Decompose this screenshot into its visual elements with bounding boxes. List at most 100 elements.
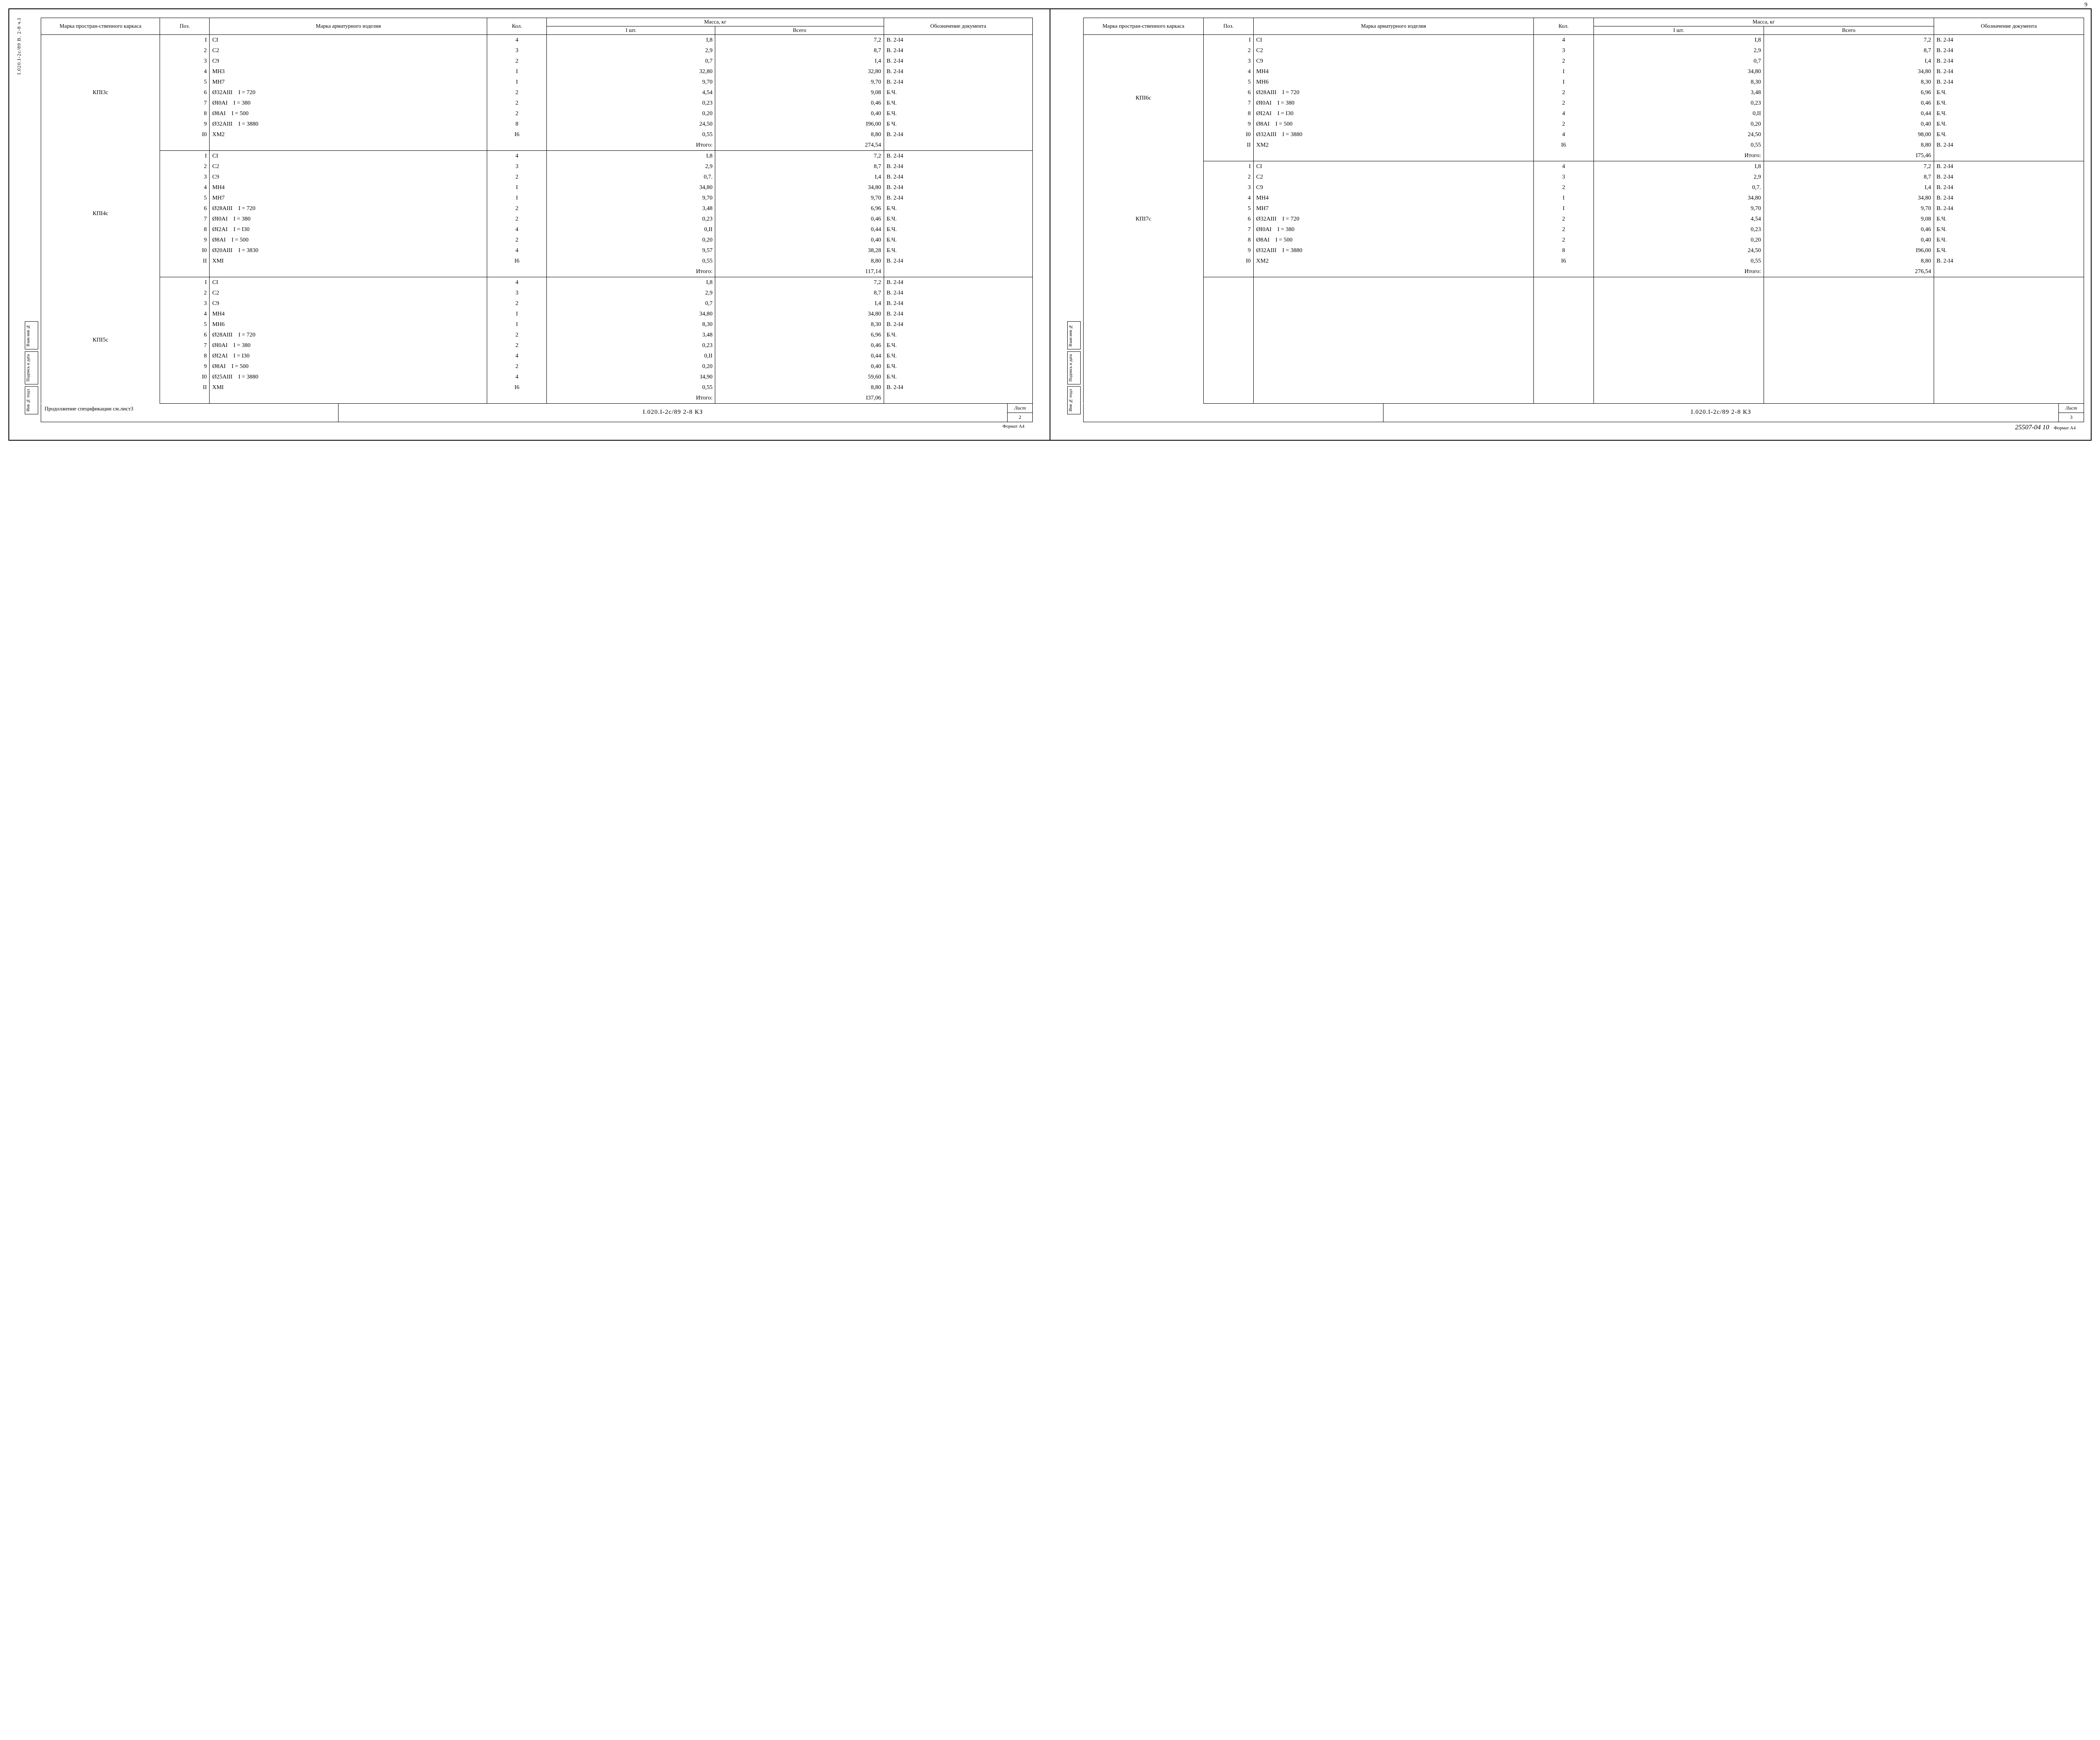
cell-empty	[1253, 330, 1533, 340]
cell-doc: Б.Ч.	[1934, 224, 2084, 235]
cell-pos: 3	[1203, 182, 1253, 193]
cell-doc: В. 2-I4	[1934, 66, 2084, 77]
table-row-total: Итого:274,54	[41, 140, 1033, 151]
cell-massT: 38,28	[715, 245, 884, 256]
cell-empty	[1593, 393, 1764, 404]
cell-mass1: 0,55	[547, 129, 715, 140]
table-row: 5МН6I8,308,30В. 2-I4	[41, 319, 1033, 330]
cell-empty	[1533, 340, 1593, 351]
left-sidebar: Взам инв № Подпись и дата Инв № подл	[25, 321, 38, 415]
cell-empty	[1533, 288, 1593, 298]
cell-doc: Б.Ч.	[1934, 245, 2084, 256]
cell-itogo-label: Итого:	[547, 140, 715, 151]
cell-empty	[160, 393, 210, 404]
cell-empty	[1533, 309, 1593, 319]
table-row-blank	[1084, 393, 2084, 404]
cell-item-param: I = 3830	[239, 246, 259, 255]
cell-item-param: I = 3880	[1282, 246, 1302, 255]
cell-mass1: 4,54	[1593, 214, 1764, 224]
cell-massT: 8,80	[715, 129, 884, 140]
cell-pos: I0	[160, 245, 210, 256]
cell-item-param: I = 500	[1276, 120, 1293, 129]
cell-doc: В. 2-I4	[884, 45, 1032, 56]
cell-mass1: 0,55	[1593, 140, 1764, 150]
cell-empty	[1593, 298, 1764, 309]
cell-mass1: 0,20	[547, 108, 715, 119]
cell-qty: 2	[487, 108, 547, 119]
table-row: I0Ø32АIIII = 3880424,5098,00Б.Ч.	[1084, 129, 2084, 140]
table-row: 6Ø32АIIII = 72024,549,08Б.Ч.	[41, 87, 1033, 98]
cell-doc: В. 2-I4	[884, 382, 1032, 393]
cell-item-param: I = 720	[1282, 88, 1299, 97]
cell-item: Ø20АIIII = 3830	[210, 245, 487, 256]
cell-pos: 4	[1203, 193, 1253, 203]
cell-item-param: I = I30	[234, 225, 249, 234]
th-mass1: I шт.	[1593, 26, 1764, 34]
table-row: IIХМ2I60,558,80В. 2-I4	[1084, 140, 2084, 150]
cell-doc: Б.Ч.	[884, 372, 1032, 382]
tb-note: Продолжение спецификации см.лист3	[41, 404, 339, 422]
table-row: КПI6сIСI4I,87,2В. 2-I4	[1084, 34, 2084, 45]
cell-qty: 4	[487, 34, 547, 45]
cell-massT: 0,44	[715, 224, 884, 235]
cell-empty	[1764, 330, 1934, 340]
page-number-top: 9	[2084, 2, 2087, 8]
cell-massT: 0,46	[1764, 224, 1934, 235]
sidebar-cell: Взам инв №	[25, 321, 38, 350]
cell-empty	[1934, 277, 2084, 288]
cell-item-param: I = 720	[239, 331, 256, 339]
cell-empty	[1203, 330, 1253, 340]
cell-itogo-label: Итого:	[1593, 150, 1764, 161]
cell-empty	[1764, 382, 1934, 393]
cell-massT: 98,00	[1764, 129, 1934, 140]
cell-empty	[1253, 277, 1533, 288]
cell-massT: 8,7	[1764, 45, 1934, 56]
th-mass: Масса, кг	[547, 18, 884, 26]
cell-item: СI	[1253, 34, 1533, 45]
table-row-total: Итого:I37,06	[41, 393, 1033, 404]
table-row-total: Итого:276,54	[1084, 266, 2084, 277]
cell-massT: 8,7	[715, 288, 884, 298]
cell-pos: 3	[160, 172, 210, 182]
cell-massT: 7,2	[715, 150, 884, 161]
cell-empty	[884, 140, 1032, 151]
cell-qty: 8	[1533, 245, 1593, 256]
table-row-blank	[1084, 330, 2084, 340]
cell-item: МН7	[210, 193, 487, 203]
cell-empty	[1764, 277, 1934, 288]
cell-empty	[210, 266, 487, 277]
cell-item-param: I = 380	[1277, 99, 1294, 108]
table-row: I0Ø20АIIII = 383049,5738,28Б.Ч.	[41, 245, 1033, 256]
format-label: Формат А4	[2054, 426, 2076, 431]
cell-item: С2	[1253, 172, 1533, 182]
cell-massT: 7,2	[1764, 161, 1934, 172]
cell-mass1: 0,II	[1593, 108, 1764, 119]
cell-doc: Б.Ч.	[1934, 108, 2084, 119]
tb-sheet-no: 2	[1008, 413, 1032, 422]
cell-empty	[1253, 351, 1533, 361]
cell-qty: 2	[487, 98, 547, 108]
cell-massT: 8,7	[1764, 172, 1934, 182]
cell-mass1: 0,20	[547, 235, 715, 245]
cell-empty	[1934, 382, 2084, 393]
cell-doc: В. 2-I4	[1934, 140, 2084, 150]
cell-item: ØI0АII = 380	[210, 340, 487, 351]
cell-item: МН4	[1253, 193, 1533, 203]
cell-pos: 7	[1203, 224, 1253, 235]
cell-pos: 8	[160, 224, 210, 235]
cell-qty: 4	[487, 277, 547, 288]
cell-qty: 2	[1533, 224, 1593, 235]
cell-mass1: 2,9	[547, 45, 715, 56]
table-row: КПI7сIСI4I,87,2В. 2-I4	[1084, 161, 2084, 172]
cell-qty: 2	[487, 172, 547, 182]
cell-empty	[1764, 298, 1934, 309]
cell-doc: Б.Ч.	[884, 351, 1032, 361]
th-pos: Поз.	[160, 18, 210, 35]
table-row: 4МН4I34,8034,80В. 2-I4	[41, 309, 1033, 319]
cell-empty	[1934, 288, 2084, 298]
cell-qty: I6	[1533, 140, 1593, 150]
cell-pos: 8	[160, 108, 210, 119]
cell-doc: Б.Ч.	[1934, 214, 2084, 224]
cell-mass1: 8,30	[1593, 77, 1764, 87]
cell-item-param: I = 500	[1276, 236, 1293, 244]
